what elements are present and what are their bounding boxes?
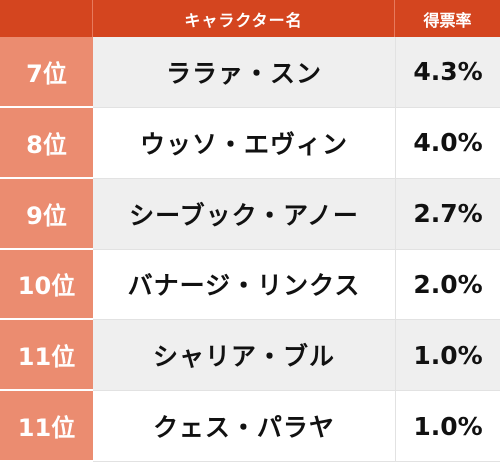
header-character-name: キャラクター名 xyxy=(93,0,395,37)
character-name-cell: バナージ・リンクス xyxy=(93,249,395,321)
character-name-cell: シャリア・ブル xyxy=(93,320,395,392)
character-name-cell: ララァ・スン xyxy=(93,37,395,108)
character-name-cell: シーブック・アノー xyxy=(93,178,395,250)
rank-cell: 8位 xyxy=(0,107,93,179)
header-vote-rate: 得票率 xyxy=(395,0,500,37)
vote-rate-cell: 2.7% xyxy=(395,178,500,250)
rank-cell: 10位 xyxy=(0,249,93,321)
rank-cell: 7位 xyxy=(0,37,93,108)
vote-rate-cell: 1.0% xyxy=(395,320,500,392)
character-name-cell: クェス・パラヤ xyxy=(93,391,395,462)
header-rank xyxy=(0,0,93,37)
rank-cell: 9位 xyxy=(0,178,93,250)
rank-cell: 11位 xyxy=(0,391,93,462)
vote-rate-cell: 4.3% xyxy=(395,37,500,108)
vote-rate-cell: 1.0% xyxy=(395,391,500,462)
rank-cell: 11位 xyxy=(0,320,93,392)
vote-rate-cell: 2.0% xyxy=(395,249,500,321)
vote-rate-cell: 4.0% xyxy=(395,107,500,179)
character-name-cell: ウッソ・エヴィン xyxy=(93,107,395,179)
